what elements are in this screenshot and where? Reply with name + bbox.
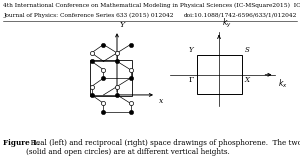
Bar [196,55,242,94]
Text: S: S [244,46,249,54]
Text: Y: Y [189,46,194,54]
Text: doi:10.1088/1742-6596/633/1/012042: doi:10.1088/1742-6596/633/1/012042 [184,13,297,18]
Text: x: x [159,97,163,105]
Bar [90,60,132,96]
Text: Figure 1.: Figure 1. [3,139,40,147]
Text: 4th International Conference on Mathematical Modeling in Physical Sciences (IC-M: 4th International Conference on Mathemat… [3,3,300,8]
Text: Γ: Γ [188,76,194,85]
Text: $k_y$: $k_y$ [222,17,232,30]
Text: Y: Y [120,20,125,29]
Text: Real (left) and reciprocal (right) space drawings of phosphorene.  The two atoms: Real (left) and reciprocal (right) space… [26,139,300,156]
Text: X: X [244,76,250,85]
Text: Journal of Physics: Conference Series 633 (2015) 012042: Journal of Physics: Conference Series 63… [3,13,173,18]
Text: $k_x$: $k_x$ [278,77,287,90]
